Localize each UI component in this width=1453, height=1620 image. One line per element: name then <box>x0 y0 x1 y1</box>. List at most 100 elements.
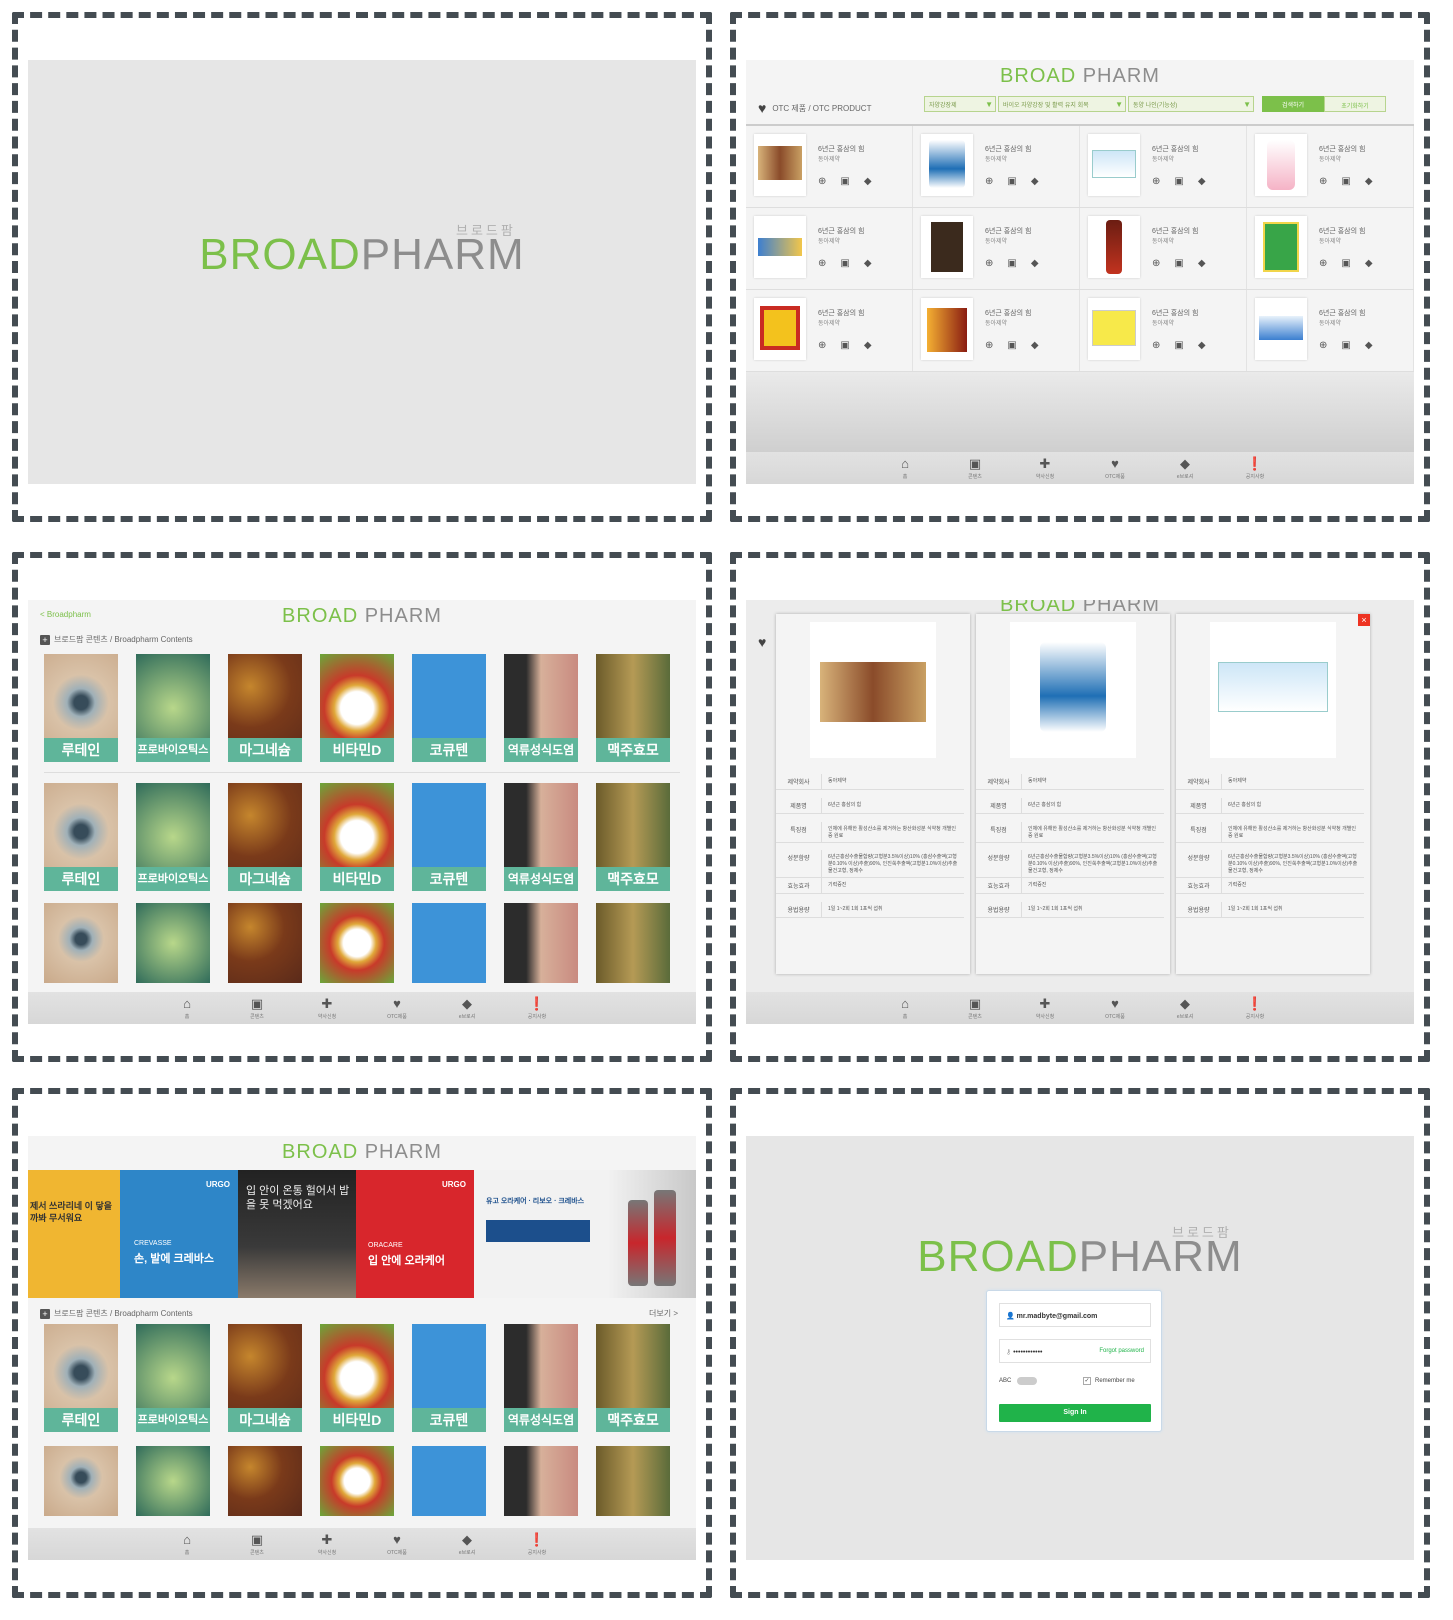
content-tile[interactable] <box>412 1446 486 1516</box>
detail-icon[interactable]: ⊕ <box>818 258 827 269</box>
tab-ebrochure[interactable]: ◆ e브로셔 <box>458 1531 476 1556</box>
content-tile[interactable] <box>596 903 670 983</box>
tab-home[interactable]: ⌂ 홈 <box>901 455 909 480</box>
tab-contents[interactable]: ▣ 콘텐츠 <box>968 995 982 1020</box>
back-link[interactable]: < Broadpharm <box>40 610 91 619</box>
banner-slide[interactable]: 입 안이 온통 헐어서 밥을 못 먹겠어요 <box>238 1170 356 1298</box>
content-tile[interactable]: 코큐텐 <box>412 654 486 762</box>
pills-icon[interactable]: ◆ <box>1197 258 1206 269</box>
content-tile[interactable] <box>228 903 302 983</box>
pills-icon[interactable]: ◆ <box>1030 340 1039 351</box>
detail-icon[interactable]: ⊕ <box>1319 258 1328 269</box>
product-card[interactable]: 6년근 홍삼의 힘 동아제약 ⊕ ▣ ◆ <box>913 126 1080 207</box>
tab-contents[interactable]: ▣ 콘텐츠 <box>250 995 264 1020</box>
pills-icon[interactable]: ◆ <box>1364 176 1373 187</box>
product-card[interactable]: 6년근 홍삼의 힘 동아제약 ⊕ ▣ ◆ <box>1247 208 1414 289</box>
tab-apply[interactable]: ✚ 약사신청 <box>317 995 337 1020</box>
detail-icon[interactable]: ⊕ <box>818 176 827 187</box>
content-tile[interactable]: 마그네슘 <box>228 654 302 762</box>
image-icon[interactable]: ▣ <box>840 340 850 351</box>
pills-icon[interactable]: ◆ <box>1197 340 1206 351</box>
tab-home[interactable]: ⌂ 홈 <box>183 1531 191 1556</box>
content-tile[interactable] <box>412 903 486 983</box>
detail-icon[interactable]: ⊕ <box>1152 258 1161 269</box>
product-card[interactable]: 6년근 홍삼의 힘 동아제약 ⊕ ▣ ◆ <box>913 290 1080 371</box>
content-tile[interactable]: 맥주효모 <box>596 783 670 891</box>
image-icon[interactable]: ▣ <box>1341 340 1351 351</box>
content-tile[interactable] <box>320 903 394 983</box>
content-tile[interactable]: 역류성식도염 <box>504 1324 578 1432</box>
product-card[interactable]: 6년근 홍삼의 힘 동아제약 ⊕ ▣ ◆ <box>746 290 913 371</box>
tab-apply[interactable]: ✚ 약사신청 <box>1035 995 1055 1020</box>
content-tile[interactable]: 코큐텐 <box>412 1324 486 1432</box>
tab-notice[interactable]: ❗ 공지사항 <box>1245 995 1265 1020</box>
pills-icon[interactable]: ◆ <box>863 176 872 187</box>
content-tile[interactable] <box>320 1446 394 1516</box>
image-icon[interactable]: ▣ <box>1174 340 1184 351</box>
product-card[interactable]: 6년근 홍삼의 힘 동아제약 ⊕ ▣ ◆ <box>1080 290 1247 371</box>
filter-brand-select[interactable]: 동양 나인(기능성) <box>1128 96 1254 112</box>
tab-contents[interactable]: ▣ 콘텐츠 <box>250 1531 264 1556</box>
content-tile[interactable]: 맥주효모 <box>596 654 670 762</box>
content-tile[interactable]: 프로바이오틱스 <box>136 1324 210 1432</box>
pills-icon[interactable]: ◆ <box>863 258 872 269</box>
content-tile[interactable] <box>44 1446 118 1516</box>
content-tile[interactable] <box>596 1446 670 1516</box>
tab-apply[interactable]: ✚ 약사신청 <box>317 1531 337 1556</box>
detail-icon[interactable]: ⊕ <box>818 340 827 351</box>
image-icon[interactable]: ▣ <box>840 176 850 187</box>
image-icon[interactable]: ▣ <box>1341 176 1351 187</box>
tab-notice[interactable]: ❗ 공지사항 <box>527 1531 547 1556</box>
more-link[interactable]: 더보기 > <box>649 1309 678 1318</box>
pills-icon[interactable]: ◆ <box>1030 176 1039 187</box>
content-tile[interactable]: 루테인 <box>44 1324 118 1432</box>
reset-button[interactable]: 초기화하기 <box>1324 96 1386 112</box>
content-tile[interactable]: 역류성식도염 <box>504 783 578 891</box>
detail-icon[interactable]: ⊕ <box>985 176 994 187</box>
tab-ebrochure[interactable]: ◆ e브로셔 <box>1176 995 1194 1020</box>
image-icon[interactable]: ▣ <box>1007 340 1017 351</box>
tab-otc[interactable]: ♥ OTC제품 <box>387 1531 407 1556</box>
keyboard-toggle[interactable] <box>1017 1377 1038 1385</box>
image-icon[interactable]: ▣ <box>1007 258 1017 269</box>
pills-icon[interactable]: ◆ <box>1030 258 1039 269</box>
content-tile[interactable]: 마그네슘 <box>228 1324 302 1432</box>
content-tile[interactable] <box>136 1446 210 1516</box>
content-tile[interactable] <box>44 903 118 983</box>
product-card[interactable]: 6년근 홍삼의 힘 동아제약 ⊕ ▣ ◆ <box>1080 126 1247 207</box>
content-tile[interactable]: 비타민D <box>320 654 394 762</box>
filter-subcategory-select[interactable]: 바이오 자양강장 및 활력 유지 회복 <box>998 96 1126 112</box>
pills-icon[interactable]: ◆ <box>863 340 872 351</box>
content-tile[interactable] <box>504 903 578 983</box>
tab-home[interactable]: ⌂ 홈 <box>183 995 191 1020</box>
content-tile[interactable]: 역류성식도염 <box>504 654 578 762</box>
tab-otc[interactable]: ♥ OTC제품 <box>1105 455 1125 480</box>
tab-home[interactable]: ⌂ 홈 <box>901 995 909 1020</box>
content-tile[interactable]: 비타민D <box>320 1324 394 1432</box>
filter-category-select[interactable]: 자양강장제 <box>924 96 996 112</box>
tab-notice[interactable]: ❗ 공지사항 <box>1245 455 1265 480</box>
tab-ebrochure[interactable]: ◆ e브로셔 <box>458 995 476 1020</box>
image-icon[interactable]: ▣ <box>1007 176 1017 187</box>
password-field[interactable]: ⚷ •••••••••••• Forgot password <box>999 1339 1151 1363</box>
content-tile[interactable] <box>228 1446 302 1516</box>
content-tile[interactable]: 마그네슘 <box>228 783 302 891</box>
product-card[interactable]: 6년근 홍삼의 힘 동아제약 ⊕ ▣ ◆ <box>1247 126 1414 207</box>
banner-slide[interactable]: URGO CREVASSE 손, 발에 크레바스 <box>120 1170 238 1298</box>
detail-icon[interactable]: ⊕ <box>985 258 994 269</box>
close-icon[interactable]: × <box>1358 614 1370 626</box>
banner-slide[interactable]: 제서 쓰라리네 이 닿을까봐 무서워요 <box>28 1170 120 1298</box>
content-tile[interactable]: 프로바이오틱스 <box>136 783 210 891</box>
detail-icon[interactable]: ⊕ <box>1152 340 1161 351</box>
forgot-password-link[interactable]: Forgot password <box>1099 1348 1144 1354</box>
banner-slide[interactable]: 유고 오라케어 · 리보오 · 크레바스 <box>474 1170 696 1298</box>
image-icon[interactable]: ▣ <box>840 258 850 269</box>
product-card[interactable]: 6년근 홍삼의 힘 동아제약 ⊕ ▣ ◆ <box>746 208 913 289</box>
content-tile[interactable] <box>504 1446 578 1516</box>
detail-icon[interactable]: ⊕ <box>1319 340 1328 351</box>
content-tile[interactable]: 맥주효모 <box>596 1324 670 1432</box>
remember-checkbox[interactable]: ✓ <box>1083 1377 1091 1385</box>
detail-icon[interactable]: ⊕ <box>1319 176 1328 187</box>
content-tile[interactable]: 루테인 <box>44 654 118 762</box>
sign-in-button[interactable]: Sign In <box>999 1404 1151 1422</box>
